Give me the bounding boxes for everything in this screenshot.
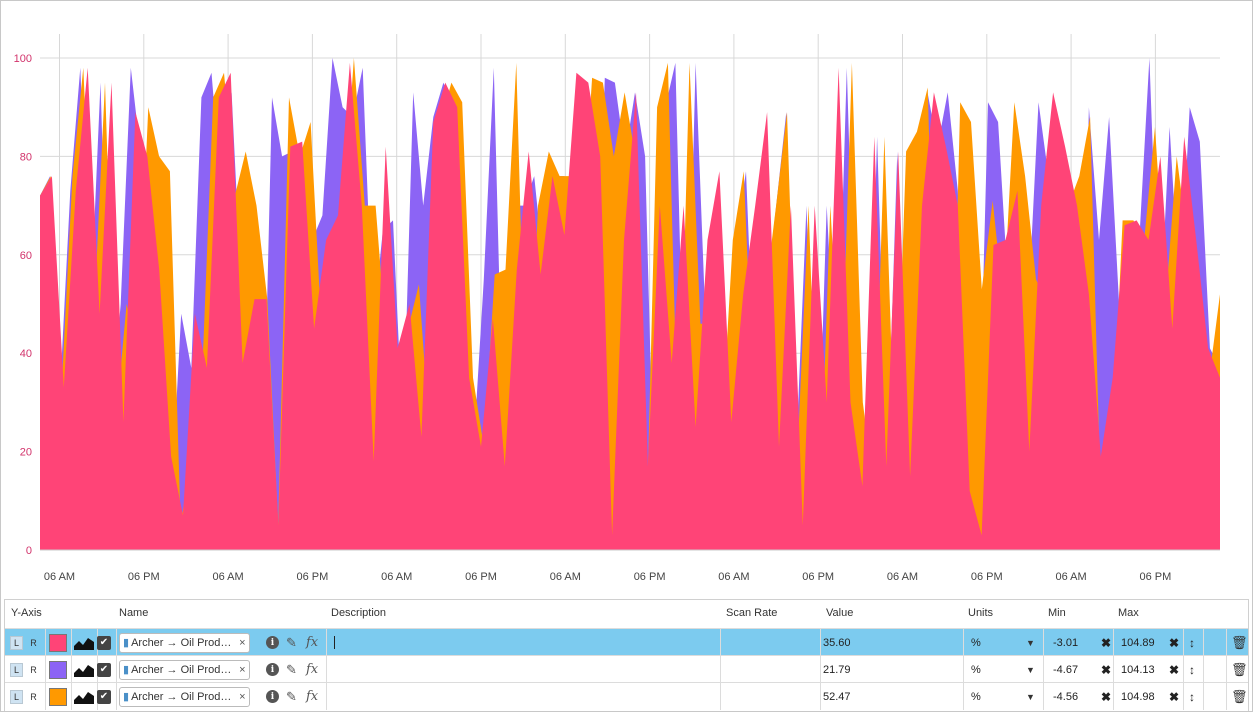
units-select[interactable]: %	[971, 690, 981, 703]
pencil-icon[interactable]: ✎	[286, 688, 297, 704]
units-select[interactable]: %	[971, 663, 981, 676]
area-chart-icon[interactable]	[74, 636, 94, 650]
clear-max-icon[interactable]: ✖	[1169, 635, 1180, 650]
x-tick-label: 06 PM	[802, 571, 834, 583]
x-tick-label: 06 AM	[381, 571, 412, 583]
y-tick-label: 80	[20, 151, 32, 163]
area-chart-icon[interactable]	[74, 663, 94, 677]
x-tick-label: 06 PM	[465, 571, 497, 583]
remove-tag-icon[interactable]: ×	[239, 690, 246, 703]
header-scan-rate[interactable]: Scan Rate	[726, 607, 778, 619]
tag-icon: ▮	[123, 664, 130, 676]
table-row[interactable]: L R ✔ ▮ Archer → Oil Produ… × i ✎ fx 52.…	[5, 682, 1248, 710]
min-value[interactable]: -4.56	[1053, 690, 1079, 703]
tag-name: Archer → Oil Produ…	[131, 663, 236, 676]
x-tick-label: 06 AM	[1056, 571, 1087, 583]
x-tick-label: 06 AM	[213, 571, 244, 583]
trend-chart[interactable]: 0 20 40 60 80 100 06 AM 06 PM 06 AM 06 PM 06 AM 06 …	[0, 0, 1253, 600]
max-value[interactable]: 104.98	[1121, 690, 1155, 703]
pen-color-swatch[interactable]	[49, 633, 67, 652]
header-yaxis[interactable]: Y-Axis	[11, 607, 42, 619]
tag-name-field[interactable]: ▮ Archer → Oil Produ… ×	[119, 632, 250, 653]
value-text: 52.47	[823, 690, 851, 703]
right-axis-button[interactable]: R	[30, 664, 37, 675]
header-min[interactable]: Min	[1048, 607, 1066, 619]
x-tick-label: 06 PM	[971, 571, 1003, 583]
fx-icon[interactable]: fx	[306, 689, 319, 704]
max-value[interactable]: 104.89	[1121, 636, 1155, 649]
info-icon[interactable]: i	[266, 663, 279, 676]
y-tick-label: 100	[14, 53, 32, 65]
y-tick-label: 20	[20, 447, 32, 459]
x-tick-label: 06 AM	[887, 571, 918, 583]
x-tick-label: 06 AM	[550, 571, 581, 583]
header-units[interactable]: Units	[968, 607, 994, 619]
header-value[interactable]: Value	[826, 607, 854, 619]
tag-name-field[interactable]: ▮ Archer → Oil Produ… ×	[119, 686, 250, 707]
header-max[interactable]: Max	[1118, 607, 1139, 619]
chevron-down-icon[interactable]: ▼	[1026, 691, 1035, 702]
clear-max-icon[interactable]: ✖	[1169, 662, 1180, 677]
clear-min-icon[interactable]: ✖	[1101, 635, 1112, 650]
y-tick-label: 40	[20, 348, 32, 360]
value-text: 35.60	[823, 636, 851, 649]
fx-icon[interactable]: fx	[306, 662, 319, 677]
autoscale-icon[interactable]: ↕	[1189, 662, 1195, 677]
value-text: 21.79	[823, 663, 851, 676]
x-tick-label: 06 PM	[1140, 571, 1172, 583]
description-input[interactable]	[334, 636, 335, 649]
area-chart-icon[interactable]	[74, 690, 94, 704]
min-value[interactable]: -4.67	[1053, 663, 1079, 676]
trash-icon[interactable]: 🗑	[1231, 688, 1248, 704]
tag-icon: ▮	[123, 637, 130, 649]
header-name[interactable]: Name	[119, 607, 149, 619]
info-icon[interactable]: i	[266, 636, 279, 649]
left-axis-button[interactable]: L	[10, 689, 23, 704]
tag-name: Archer → Oil Produ…	[131, 636, 236, 649]
units-select[interactable]: %	[971, 636, 981, 649]
left-axis-button[interactable]: L	[10, 635, 23, 650]
clear-min-icon[interactable]: ✖	[1101, 689, 1112, 704]
tag-name-field[interactable]: ▮ Archer → Oil Produ… ×	[119, 659, 250, 680]
remove-tag-icon[interactable]: ×	[239, 636, 246, 649]
visible-checkbox[interactable]: ✔	[97, 662, 111, 677]
pen-color-swatch[interactable]	[49, 660, 67, 679]
x-tick-label: 06 AM	[44, 571, 75, 583]
tag-name: Archer → Oil Produ…	[131, 690, 236, 703]
table-row[interactable]: L R ✔ ▮ Archer → Oil Produ… × i ✎ fx 35.…	[5, 628, 1248, 656]
x-tick-label: 06 AM	[718, 571, 749, 583]
series-area	[40, 62, 1220, 551]
trend-pens-table: Y-Axis Name Description Scan Rate Value …	[4, 599, 1249, 711]
pencil-icon[interactable]: ✎	[286, 661, 297, 677]
min-value[interactable]: -3.01	[1053, 636, 1079, 649]
trash-icon[interactable]: 🗑	[1231, 634, 1248, 650]
chevron-down-icon[interactable]: ▼	[1026, 637, 1035, 648]
max-value[interactable]: 104.13	[1121, 663, 1155, 676]
trash-icon[interactable]: 🗑	[1231, 661, 1248, 677]
tag-icon: ▮	[123, 691, 130, 703]
y-tick-label: 0	[26, 545, 32, 557]
x-tick-label: 06 PM	[128, 571, 160, 583]
right-axis-button[interactable]: R	[30, 691, 37, 702]
x-tick-label: 06 PM	[634, 571, 666, 583]
header-description[interactable]: Description	[331, 607, 387, 619]
clear-min-icon[interactable]: ✖	[1101, 662, 1112, 677]
right-axis-button[interactable]: R	[30, 637, 37, 648]
remove-tag-icon[interactable]: ×	[239, 663, 246, 676]
pen-color-swatch[interactable]	[49, 687, 67, 706]
y-tick-label: 60	[20, 250, 32, 262]
left-axis-button[interactable]: L	[10, 662, 23, 677]
x-tick-label: 06 PM	[297, 571, 329, 583]
clear-max-icon[interactable]: ✖	[1169, 689, 1180, 704]
visible-checkbox[interactable]: ✔	[97, 689, 111, 704]
table-header: Y-Axis Name Description Scan Rate Value …	[5, 600, 1248, 628]
autoscale-icon[interactable]: ↕	[1189, 689, 1195, 704]
pencil-icon[interactable]: ✎	[286, 634, 297, 650]
visible-checkbox[interactable]: ✔	[97, 635, 111, 650]
autoscale-icon[interactable]: ↕	[1189, 635, 1195, 650]
fx-icon[interactable]: fx	[306, 635, 319, 650]
chevron-down-icon[interactable]: ▼	[1026, 664, 1035, 675]
info-icon[interactable]: i	[266, 690, 279, 703]
table-row[interactable]: L R ✔ ▮ Archer → Oil Produ… × i ✎ fx 21.…	[5, 655, 1248, 683]
